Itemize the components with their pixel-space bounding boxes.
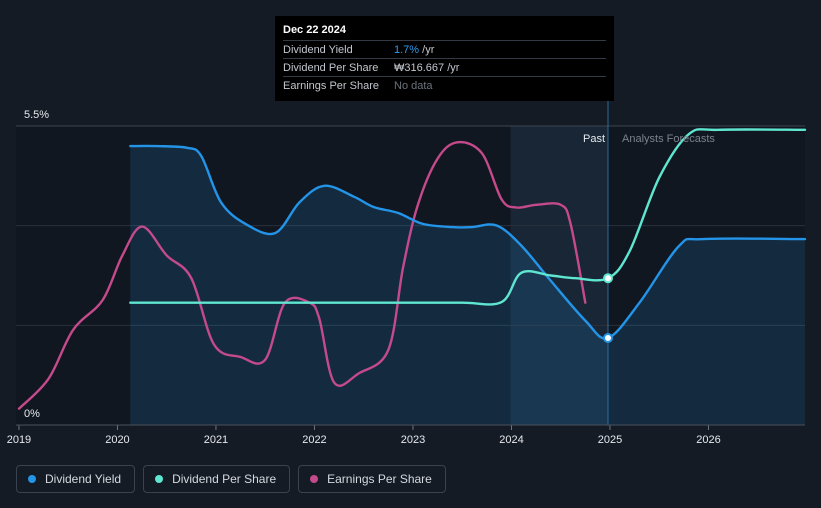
legend-label: Dividend Yield: [45, 472, 122, 486]
past-label: Past: [583, 133, 605, 145]
earnings-per-share-line: [17, 140, 587, 410]
tooltip-value-unit: /yr: [419, 43, 435, 56]
y-tick-label: 0%: [24, 408, 40, 420]
x-tick-label: 2019: [7, 434, 31, 446]
dividend-yield-marker: [602, 333, 613, 344]
x-tick-label: 2021: [204, 434, 228, 446]
x-tick-label: 2026: [696, 434, 720, 446]
tooltip-row-dividend-yield: Dividend Yield 1.7% /yr: [283, 40, 606, 58]
legend-earnings-per-share[interactable]: Earnings Per Share: [298, 465, 446, 493]
legend-label: Dividend Per Share: [172, 472, 277, 486]
tooltip-label: Earnings Per Share: [283, 79, 379, 92]
tooltip-value-unit: /yr: [444, 61, 460, 74]
x-tick-label: 2024: [499, 434, 523, 446]
tooltip-value-number: ₩316.667: [394, 61, 445, 74]
legend-dividend-yield[interactable]: Dividend Yield: [16, 465, 136, 493]
tooltip-value: ₩316.667 /yr: [394, 62, 459, 74]
legend-dot-icon: [155, 475, 164, 483]
legend: Dividend Yield Dividend Per Share Earnin…: [16, 465, 446, 493]
legend-dot-icon: [310, 475, 319, 483]
plot-area: [16, 126, 805, 425]
tooltip-label: Dividend Yield: [283, 43, 353, 56]
legend-dividend-per-share[interactable]: Dividend Per Share: [143, 465, 291, 493]
dividend-yield-line: [129, 144, 807, 340]
tooltip: Dec 22 2024 Dividend Yield 1.7% /yr Divi…: [275, 16, 614, 101]
x-tick-label: 2025: [598, 434, 622, 446]
tooltip-date: Dec 22 2024: [283, 24, 346, 36]
x-tick-label: 2022: [302, 434, 326, 446]
tooltip-value-number: 1.7%: [394, 43, 420, 56]
y-tick-label: 5.5%: [24, 109, 49, 121]
tooltip-value: 1.7% /yr: [394, 44, 434, 56]
tooltip-value: No data: [394, 79, 433, 92]
tooltip-row-earnings-per-share: Earnings Per Share No data: [283, 76, 606, 94]
forecast-label: Analysts Forecasts: [622, 133, 715, 145]
dividend-yield-area: [130, 145, 806, 425]
x-tick-label: 2020: [105, 434, 129, 446]
legend-label: Earnings Per Share: [327, 472, 432, 486]
dividend-per-share-line: [129, 128, 807, 306]
legend-dot-icon: [28, 475, 36, 483]
tooltip-row-dividend-per-share: Dividend Per Share ₩316.667 /yr: [283, 58, 606, 76]
x-tick-label: 2023: [401, 434, 425, 446]
tooltip-label: Dividend Per Share: [283, 61, 379, 74]
dividend-per-share-marker: [602, 273, 613, 284]
